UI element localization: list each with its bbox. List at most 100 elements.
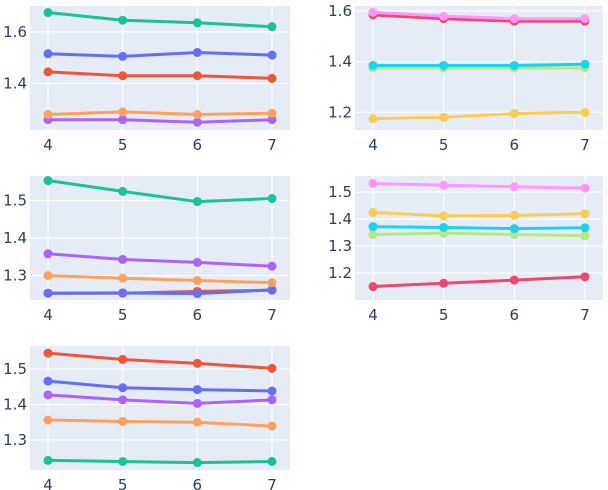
data-point [43, 390, 53, 400]
y-tick-label: 1.4 [3, 229, 27, 247]
data-point [439, 60, 449, 70]
series [368, 59, 590, 70]
x-tick-label: 7 [267, 476, 277, 490]
data-point [439, 11, 449, 21]
series-line [47, 70, 273, 80]
data-point [192, 48, 202, 57]
x-tick-label: 4 [43, 136, 53, 154]
y-tick-label: 1.3 [328, 237, 352, 255]
data-point [43, 455, 53, 465]
series-line [47, 351, 273, 370]
series [43, 415, 277, 431]
data-point [439, 211, 449, 221]
data-point [192, 257, 202, 267]
data-point [267, 194, 277, 204]
series-line [47, 393, 273, 405]
data-point [267, 386, 277, 396]
data-point [580, 14, 590, 24]
series [43, 376, 277, 396]
data-point [118, 456, 128, 466]
data-point [192, 458, 202, 468]
y-tick-label: 1.4 [328, 53, 352, 71]
data-point [43, 249, 53, 259]
series-line [47, 252, 273, 268]
data-point [267, 456, 277, 466]
series [43, 249, 277, 271]
series [368, 228, 590, 241]
x-tick-label: 5 [118, 476, 128, 490]
data-point [118, 15, 128, 25]
data-point [192, 289, 202, 299]
series-line [372, 275, 586, 288]
series-line [47, 418, 273, 428]
data-point [118, 273, 128, 283]
data-point [509, 182, 519, 192]
series-line [372, 231, 586, 238]
data-point [43, 49, 53, 59]
data-point [580, 183, 590, 193]
data-point [192, 358, 202, 368]
data-point [118, 354, 128, 364]
data-point [509, 275, 519, 285]
y-tick-label: 1.2 [328, 103, 352, 121]
data-point [580, 107, 590, 117]
data-point [439, 112, 449, 122]
series [368, 207, 590, 221]
x-tick-label: 6 [510, 306, 520, 324]
data-point [267, 285, 277, 295]
data-point [118, 107, 128, 117]
x-tick-label: 5 [118, 306, 128, 324]
data-point [43, 176, 53, 186]
data-point [267, 73, 277, 83]
y-tick-label: 1.4 [3, 75, 27, 93]
data-point [43, 67, 53, 77]
series-line [47, 274, 273, 285]
data-point [580, 223, 590, 233]
series-line [47, 11, 273, 29]
series-line [372, 182, 586, 190]
y-tick-label: 1.3 [3, 431, 27, 449]
data-point [118, 51, 128, 61]
data-point [439, 278, 449, 288]
data-point [368, 60, 378, 70]
data-point [580, 59, 590, 69]
y-tick-label: 1.5 [3, 191, 27, 209]
x-tick-label: 7 [267, 306, 277, 324]
chart-3: 1.3 1.4 1.5 4 5 6 7 [3, 176, 290, 324]
x-tick-label: 6 [193, 476, 203, 490]
data-point [267, 363, 277, 373]
data-point [580, 272, 590, 282]
data-point [509, 14, 519, 24]
series [43, 455, 277, 468]
data-point [267, 50, 277, 60]
x-tick-label: 4 [43, 306, 53, 324]
series [43, 107, 277, 119]
series [43, 48, 277, 61]
data-point [368, 229, 378, 239]
series [43, 176, 277, 207]
series [43, 390, 277, 408]
data-point [267, 421, 277, 431]
series [43, 115, 277, 127]
data-point [368, 7, 378, 17]
data-point [192, 71, 202, 81]
data-point [192, 110, 202, 119]
series-line [47, 458, 273, 465]
data-point [43, 415, 53, 425]
data-point [267, 395, 277, 405]
data-point [43, 110, 53, 119]
x-tick-label: 4 [368, 306, 378, 324]
data-point [368, 222, 378, 232]
series [368, 7, 590, 24]
data-point [267, 278, 277, 288]
series-line [373, 62, 586, 67]
series-line [372, 210, 586, 218]
data-point [267, 22, 277, 32]
series [43, 348, 277, 373]
series [368, 107, 590, 124]
data-point [267, 261, 277, 271]
series-line [372, 10, 585, 21]
x-tick-label: 5 [118, 136, 128, 154]
data-point [267, 108, 277, 118]
